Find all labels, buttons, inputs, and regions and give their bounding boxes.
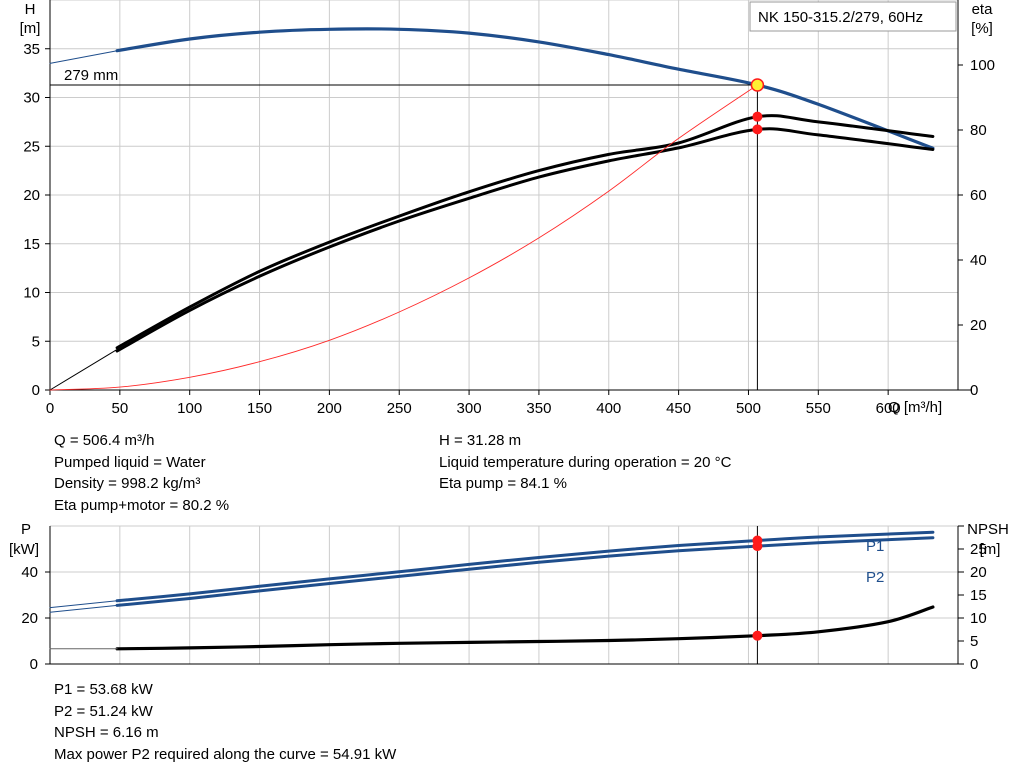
x-tick-label: 200 (317, 400, 342, 417)
eta-tick-label: 20 (970, 317, 987, 334)
x-tick-label: 50 (112, 400, 129, 417)
head-curve (115, 27, 935, 150)
x-tick-label: 350 (526, 400, 551, 417)
p2-series-label: P2 (866, 569, 884, 586)
h-tick-label: 5 (32, 333, 40, 350)
flow-readout: Q = 506.4 m³/h (54, 432, 155, 449)
npsh-tick-label: 15 (970, 587, 987, 604)
p1-readout: P1 = 53.68 kW (54, 681, 153, 698)
npsh-duty-marker (752, 630, 763, 641)
pumped-liquid-readout: Pumped liquid = Water (54, 453, 206, 471)
x-tick-label: 400 (596, 400, 621, 417)
npsh-tick-label: 10 (970, 610, 987, 627)
density-readout: Density = 998.2 kg/m³ (54, 475, 201, 492)
head-readout: H = 31.28 m (439, 432, 522, 449)
h-tick-label: 15 (23, 236, 40, 253)
power-chart-ticks: 0 20 40 0 5 10 15 20 25 (21, 525, 987, 673)
eta-tick-label: 100 (970, 57, 995, 74)
eta-curve-extension (49, 348, 118, 391)
head-chart-series (49, 27, 935, 391)
duty-readout-left: Q = 506.4 m³/h Pumped liquid = Water Den… (54, 430, 229, 516)
npsh-axis-unit: [m] (980, 541, 1001, 558)
system-curve (49, 84, 758, 391)
eta-pump-curve (115, 114, 935, 350)
p1-series-label: P1 (866, 538, 884, 555)
power-curve-extension (49, 604, 118, 613)
eta-axis-label: eta (972, 1, 994, 18)
p-axis-unit: [kW] (9, 541, 39, 558)
npsh-tick-label: 0 (970, 656, 978, 673)
npsh-tick-label: 5 (970, 633, 978, 650)
p-tick-label: 0 (30, 656, 38, 673)
x-tick-label: 150 (247, 400, 272, 417)
x-tick-label: 0 (46, 400, 54, 417)
head-curve-label: 279 mm (64, 67, 118, 84)
eta-tick-label: 0 (970, 382, 978, 399)
q-axis-label: Q [m³/h] (888, 399, 942, 416)
h-tick-label: 30 (23, 90, 40, 107)
duty-readout-right: H = 31.28 m Liquid temperature during op… (439, 430, 731, 495)
npsh-readout: NPSH = 6.16 m (54, 724, 159, 741)
eta-tick-label: 60 (970, 187, 987, 204)
npsh-curve (115, 605, 935, 651)
npsh-axis-label: NPSH (967, 521, 1009, 538)
chart-title-box (749, 1, 957, 32)
head-curve-extension (49, 50, 118, 64)
h-tick-label: 25 (23, 138, 40, 155)
eta-pump-motor-duty-marker (752, 124, 763, 135)
x-tick-label: 550 (806, 400, 831, 417)
p2-duty-marker (752, 541, 763, 552)
npsh-tick-label: 20 (970, 564, 987, 581)
p-tick-label: 40 (21, 564, 38, 581)
chart-title: NK 150-315.2/279, 60Hz (758, 9, 923, 26)
eta-axis-unit: [%] (971, 20, 993, 37)
h-tick-label: 20 (23, 187, 40, 204)
x-tick-label: 450 (666, 400, 691, 417)
power-chart-series (49, 530, 935, 651)
head-chart-grid (49, 0, 972, 391)
head-duty-marker (750, 78, 765, 92)
x-tick-label: 100 (177, 400, 202, 417)
eta-pump-readout: Eta pump = 84.1 % (439, 475, 567, 492)
eta-pump-motor-curve (115, 127, 935, 353)
power-curve (115, 536, 935, 607)
power-curve (115, 530, 935, 603)
head-chart-ticks: 0 50 100 150 200 250 300 350 400 450 500 550 6000510… (23, 41, 995, 417)
liquid-temperature-readout: Liquid temperature during operation = 20… (439, 453, 732, 471)
p-axis-label: P (21, 521, 31, 538)
npsh-tick-label: 25 (970, 541, 987, 558)
h-tick-label: 35 (23, 41, 40, 58)
eta-pump-motor-readout: Eta pump+motor = 80.2 % (54, 496, 230, 514)
x-tick-label: 250 (387, 400, 412, 417)
max-power-readout: Max power P2 required along the curve = … (54, 745, 397, 763)
eta-tick-label: 40 (970, 252, 987, 269)
power-readout: P1 = 53.68 kW P2 = 51.24 kW NPSH = 6.16 … (54, 679, 396, 765)
eta-tick-label: 80 (970, 122, 987, 139)
h-tick-label: 10 (23, 285, 40, 302)
h-axis-unit: [m] (20, 20, 41, 37)
p2-readout: P2 = 51.24 kW (54, 702, 153, 720)
power-curve-extension (49, 600, 118, 609)
duty-point-markers (50, 78, 765, 664)
x-tick-label: 500 (736, 400, 761, 417)
h-tick-label: 0 (32, 382, 40, 399)
eta-pump-duty-marker (752, 111, 763, 122)
x-tick-label: 300 (457, 400, 482, 417)
h-axis-label: H (25, 1, 36, 18)
p-tick-label: 20 (21, 610, 38, 627)
x-tick-label: 600 (876, 400, 901, 417)
